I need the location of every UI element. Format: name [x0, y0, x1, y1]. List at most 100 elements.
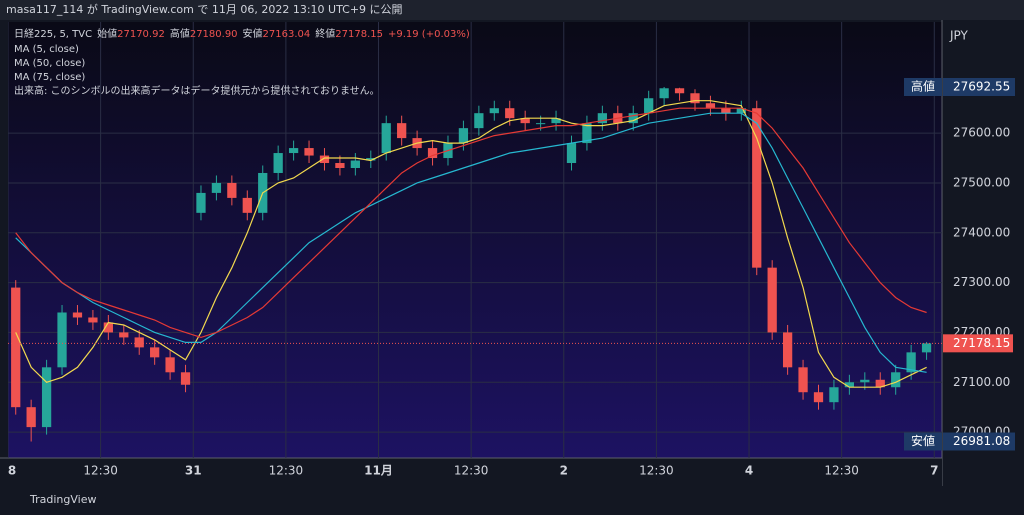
candle-body: [134, 337, 144, 348]
candle-body: [366, 158, 376, 161]
candle-body: [227, 182, 237, 198]
candle-body: [165, 357, 175, 373]
brand: TradingView: [29, 493, 96, 506]
legend-entry: MA (5, close): [14, 44, 79, 55]
candle-body: [242, 197, 252, 213]
candle-body: [644, 98, 654, 114]
candle-body: [860, 379, 870, 383]
change: +9.19 (+0.03%): [388, 29, 470, 40]
candle-body: [381, 123, 391, 154]
ohlc-label: 安値: [243, 27, 263, 40]
candle-body: [57, 312, 67, 368]
candle-body: [597, 113, 607, 124]
x-tick-label: 12:30: [639, 464, 674, 478]
candle-body: [628, 113, 638, 124]
candle-body: [41, 367, 52, 428]
y-tick-label: 27600.00: [953, 126, 1010, 140]
legend-entry: MA (75, close): [14, 72, 85, 83]
x-tick-label: 11月: [364, 464, 393, 478]
candle-body: [566, 143, 577, 164]
ohlc-label: 始値: [97, 27, 117, 40]
candle-body: [813, 392, 824, 403]
symbol: 日経225, 5, TVC: [14, 27, 92, 40]
ma-line: [15, 107, 927, 339]
time-axis: [0, 458, 942, 486]
candle-body: [211, 182, 222, 193]
last-price-box: [943, 334, 1013, 353]
candle-body: [427, 148, 438, 159]
candle-body: [288, 148, 299, 154]
last-price-label: 27178.15: [953, 336, 1010, 350]
x-tick-label: 4: [745, 464, 753, 478]
x-tick-label: 2: [560, 464, 568, 478]
y-tick-label: 27500.00: [953, 175, 1010, 189]
candle-body: [505, 108, 515, 119]
low-marker: 安値: [911, 433, 935, 448]
candle-body: [489, 108, 499, 114]
candle-body: [520, 118, 530, 124]
candle-body: [891, 372, 901, 388]
candle-body: [11, 287, 21, 408]
candle-body: [72, 312, 83, 318]
candle-body: [350, 160, 360, 168]
candle-body: [335, 163, 345, 168]
candle-body: [674, 88, 685, 94]
candle-body: [180, 372, 191, 385]
candle-body: [782, 332, 793, 368]
ohlc-value: 27163.04: [263, 29, 311, 40]
candle-body: [551, 118, 561, 124]
candle-body: [705, 103, 716, 109]
x-tick-label: 8: [8, 464, 16, 478]
ohlc-value: 27180.90: [190, 29, 238, 40]
candle-body: [906, 352, 916, 373]
low-marker-box: [904, 432, 942, 451]
candle-body: [798, 367, 808, 393]
candle-body: [273, 153, 283, 173]
legend-entry: MA (50, close): [14, 58, 85, 69]
plot: [8, 22, 942, 458]
y-tick-label: 27100.00: [953, 375, 1010, 389]
low-value: 26981.08: [953, 434, 1010, 448]
y-tick-label: 27300.00: [953, 275, 1010, 289]
candle-body: [458, 128, 469, 144]
candle-body: [88, 317, 98, 323]
ohlc-value: 27178.15: [335, 29, 383, 40]
candle-body: [582, 123, 592, 144]
plot-bg: [8, 22, 942, 458]
ohlc-label: 終値: [315, 27, 335, 40]
candle-body: [304, 148, 314, 156]
ohlc-value: 27170.92: [117, 29, 165, 40]
high-marker-box: [904, 78, 942, 97]
high-value-box: [943, 78, 1015, 97]
candle-body: [829, 387, 839, 403]
candle-body: [26, 407, 36, 428]
volume-note: 出来高: このシンボルの出来高データはデータ提供元から提供されておりません。: [14, 84, 380, 97]
candle-body: [196, 192, 206, 213]
candle-body: [736, 108, 746, 114]
legend-ohlc: 日経225, 5, TVC 始値27170.92 高値27180.90 安値27163…: [14, 27, 470, 40]
candle-body: [535, 123, 546, 125]
ma-line: [15, 100, 927, 388]
ohlc-label: 高値: [170, 27, 190, 40]
high-value: 27692.55: [953, 80, 1010, 94]
x-tick-label: 12:30: [269, 464, 304, 478]
low-value-box: [943, 432, 1015, 451]
candle-body: [844, 382, 855, 388]
candle-body: [103, 322, 113, 333]
high-marker: 高値: [911, 79, 935, 94]
x-tick-label: 12:30: [454, 464, 489, 478]
candle-body: [921, 343, 932, 353]
currency: JPY: [949, 29, 969, 43]
x-tick-label: 12:30: [83, 464, 118, 478]
candle-body: [397, 123, 407, 139]
candle-body: [474, 113, 484, 129]
candle-body: [752, 108, 762, 268]
candle-body: [767, 267, 777, 333]
x-tick-label: 12:30: [824, 464, 859, 478]
x-tick-label: 7: [930, 464, 938, 478]
candle-body: [721, 108, 731, 114]
x-tick-label: 31: [185, 464, 202, 478]
ma-line: [15, 112, 927, 373]
